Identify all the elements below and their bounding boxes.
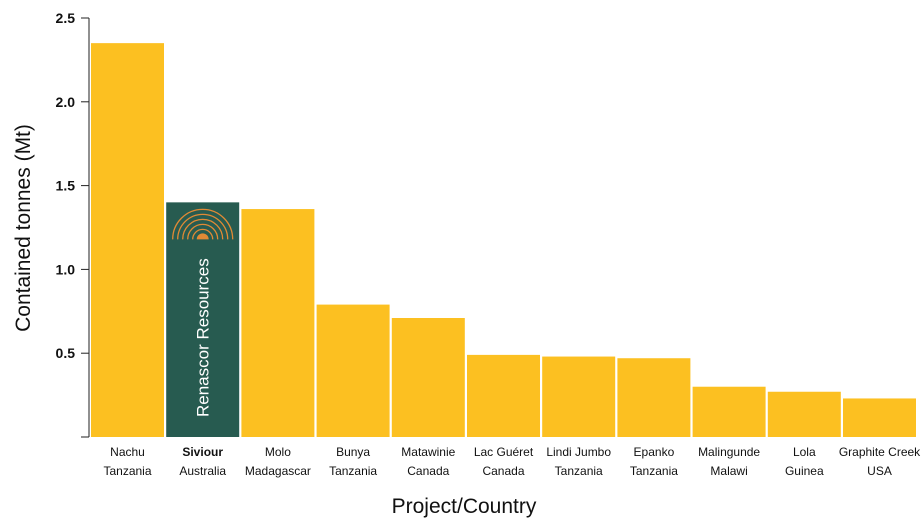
bar: [467, 354, 540, 437]
x-labels-layer: Nachu Tanzania Siviour Australia Molo Madagas…: [103, 445, 921, 478]
x-label-country: Guinea: [785, 464, 824, 478]
highlight-bar-label: Renascor Resources: [194, 258, 213, 417]
x-label-country: USA: [867, 464, 892, 478]
logo-arc: [172, 208, 234, 240]
x-label-country: Malawi: [710, 464, 747, 478]
renascor-logo-icon: [172, 208, 234, 240]
x-label-country: Australia: [179, 464, 226, 478]
bar: [316, 304, 390, 437]
axis-layer: 0.5 1.0 1.5 2.0 2.5: [56, 10, 90, 438]
logo-arc: [182, 218, 224, 240]
bar: [843, 398, 916, 437]
y-tick-label: 1.5: [56, 178, 76, 194]
x-label-country: Tanzania: [329, 464, 377, 478]
y-tick-label: 1.0: [56, 261, 76, 277]
bar: [617, 358, 691, 437]
bars-layer: Renascor Resources: [91, 43, 916, 437]
logo-arc: [192, 228, 214, 240]
x-label-project: Lac Guéret: [474, 445, 534, 459]
x-label-country: Tanzania: [630, 464, 678, 478]
bar-highlight: [166, 202, 240, 437]
bar: [391, 318, 465, 437]
x-label-project: Nachu: [110, 445, 145, 459]
x-label-project: Siviour: [182, 445, 223, 459]
x-label-country: Canada: [407, 464, 449, 478]
x-label-country: Canada: [482, 464, 524, 478]
bar: [542, 356, 616, 437]
x-label-project: Graphite Creek: [839, 445, 921, 459]
x-label-country: Tanzania: [103, 464, 151, 478]
x-label-project: Molo: [265, 445, 291, 459]
y-axis-title: Contained tonnes (Mt): [12, 124, 35, 332]
x-label-project: Epanko: [634, 445, 675, 459]
y-tick-label: 0.5: [56, 345, 76, 361]
x-label-project: Matawinie: [401, 445, 455, 459]
x-label-country: Tanzania: [555, 464, 603, 478]
logo-arc: [187, 223, 219, 240]
x-axis-title: Project/Country: [392, 495, 537, 518]
logo-arc: [177, 213, 229, 240]
bar: [241, 209, 315, 437]
x-label-project: Lindi Jumbo: [546, 445, 611, 459]
y-tick-label: 2.0: [56, 94, 76, 110]
x-label-project: Lola: [793, 445, 816, 459]
x-label-country: Madagascar: [245, 464, 311, 478]
bar: [692, 386, 766, 437]
x-label-project: Bunya: [336, 445, 370, 459]
bar: [91, 43, 164, 437]
y-tick-label: 2.5: [56, 10, 76, 26]
logo-core: [196, 233, 209, 240]
bar: [767, 391, 841, 437]
x-label-project: Malingunde: [698, 445, 760, 459]
